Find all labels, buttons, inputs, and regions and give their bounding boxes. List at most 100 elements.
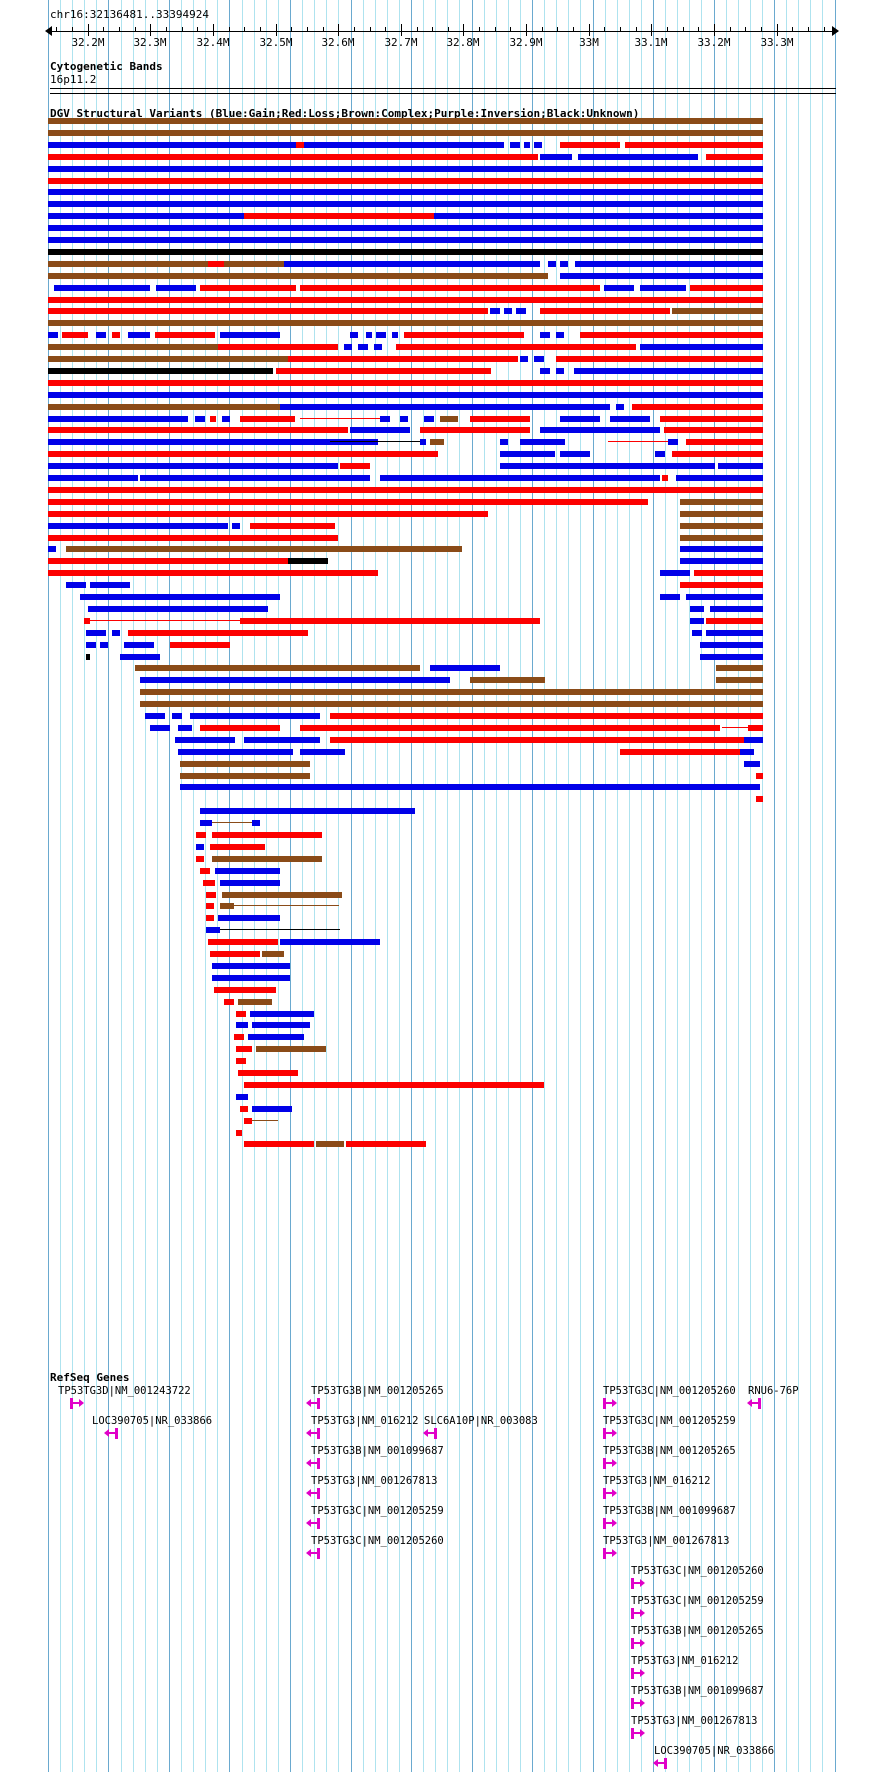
variant-segment[interactable] bbox=[66, 582, 86, 589]
variant-row[interactable] bbox=[0, 308, 890, 315]
variant-row[interactable] bbox=[0, 118, 890, 124]
variant-segment[interactable] bbox=[48, 391, 763, 398]
cytoband-band-label[interactable]: 16p11.2 bbox=[50, 73, 97, 86]
variant-segment[interactable] bbox=[520, 356, 528, 362]
variant-segment[interactable] bbox=[48, 486, 763, 493]
variant-segment[interactable] bbox=[420, 439, 426, 446]
variant-segment[interactable] bbox=[574, 367, 763, 374]
gene-label[interactable]: TP53TG3B|NM_001205265 bbox=[603, 1445, 736, 1457]
variant-segment[interactable] bbox=[206, 927, 220, 934]
variant-segment[interactable] bbox=[150, 724, 170, 731]
variant-row[interactable] bbox=[0, 891, 890, 898]
variant-segment[interactable] bbox=[48, 522, 228, 529]
variant-row[interactable] bbox=[0, 986, 890, 993]
variant-segment[interactable] bbox=[86, 653, 90, 660]
variant-segment[interactable] bbox=[262, 951, 284, 957]
variant-segment[interactable] bbox=[236, 1058, 246, 1065]
variant-segment[interactable] bbox=[48, 213, 244, 220]
variant-segment[interactable] bbox=[220, 332, 280, 339]
variant-row[interactable] bbox=[0, 617, 890, 624]
variant-segment[interactable] bbox=[400, 415, 408, 422]
variant-row[interactable] bbox=[0, 451, 890, 458]
variant-row[interactable] bbox=[0, 415, 890, 422]
gene-label[interactable]: TP53TG3C|NM_001205259 bbox=[631, 1595, 764, 1607]
gene-arrow-right-icon[interactable] bbox=[603, 1458, 619, 1469]
variant-segment[interactable] bbox=[236, 1093, 248, 1100]
variant-segment[interactable] bbox=[672, 308, 763, 315]
variant-segment[interactable] bbox=[48, 177, 763, 184]
variant-segment[interactable] bbox=[86, 629, 106, 636]
variant-segment[interactable] bbox=[214, 986, 276, 993]
gene-label[interactable]: TP53TG3C|NM_001205259 bbox=[311, 1505, 444, 1517]
variant-segment[interactable] bbox=[48, 141, 296, 148]
gene-arrow-left-icon[interactable] bbox=[304, 1548, 320, 1559]
variant-segment[interactable] bbox=[124, 641, 154, 648]
variant-row[interactable] bbox=[0, 903, 890, 910]
variant-segment[interactable] bbox=[218, 344, 338, 351]
variant-segment[interactable] bbox=[312, 546, 462, 553]
variant-segment[interactable] bbox=[88, 605, 268, 612]
variant-row[interactable] bbox=[0, 1141, 890, 1148]
variant-segment[interactable] bbox=[662, 475, 668, 481]
variant-segment[interactable] bbox=[680, 558, 763, 565]
gene-arrow-left-icon[interactable] bbox=[304, 1488, 320, 1499]
variant-row[interactable] bbox=[0, 486, 890, 493]
variant-row[interactable] bbox=[0, 951, 890, 957]
variant-segment[interactable] bbox=[500, 463, 715, 470]
gene-arrow-right-icon[interactable] bbox=[603, 1518, 619, 1529]
variant-row[interactable] bbox=[0, 498, 890, 505]
variant-segment[interactable] bbox=[380, 415, 390, 422]
variant-row[interactable] bbox=[0, 594, 890, 600]
variant-segment[interactable] bbox=[560, 272, 763, 279]
variant-segment[interactable] bbox=[206, 891, 216, 898]
variant-segment[interactable] bbox=[556, 367, 564, 374]
variant-segment[interactable] bbox=[680, 534, 763, 541]
variant-segment[interactable] bbox=[220, 879, 280, 886]
variant-segment[interactable] bbox=[300, 284, 600, 291]
variant-segment[interactable] bbox=[252, 1022, 310, 1029]
variant-segment[interactable] bbox=[578, 153, 698, 160]
variant-segment[interactable] bbox=[200, 867, 210, 874]
variant-segment[interactable] bbox=[376, 332, 386, 339]
variant-segment[interactable] bbox=[608, 441, 668, 443]
variant-row[interactable] bbox=[0, 1046, 890, 1053]
variant-segment[interactable] bbox=[90, 582, 130, 589]
variant-segment[interactable] bbox=[374, 344, 382, 351]
variant-segment[interactable] bbox=[48, 153, 538, 160]
variant-segment[interactable] bbox=[540, 153, 572, 160]
variant-segment[interactable] bbox=[210, 843, 265, 850]
variant-segment[interactable] bbox=[718, 463, 763, 470]
variant-segment[interactable] bbox=[200, 808, 415, 815]
variant-segment[interactable] bbox=[366, 332, 372, 339]
variant-segment[interactable] bbox=[48, 260, 208, 267]
gene-arrow-left-icon[interactable] bbox=[304, 1518, 320, 1529]
variant-segment[interactable] bbox=[203, 879, 215, 886]
refseq-gene-track[interactable]: TP53TG3D|NM_001243722 LOC390705|NR_033866… bbox=[0, 1385, 890, 1772]
variant-segment[interactable] bbox=[48, 248, 763, 255]
variant-row[interactable] bbox=[0, 427, 890, 434]
gene-label[interactable]: TP53TG3|NM_001267813 bbox=[603, 1535, 730, 1547]
variant-segment[interactable] bbox=[280, 403, 610, 410]
gene-arrow-right-icon[interactable] bbox=[631, 1698, 647, 1709]
variant-row[interactable] bbox=[0, 855, 890, 862]
gene-label[interactable]: TP53TG3|NM_016212 bbox=[311, 1415, 419, 1427]
variant-segment[interactable] bbox=[240, 415, 295, 422]
variant-segment[interactable] bbox=[100, 641, 108, 648]
variant-segment[interactable] bbox=[232, 522, 240, 529]
variant-segment[interactable] bbox=[470, 677, 545, 684]
variant-segment[interactable] bbox=[344, 344, 352, 351]
variant-row[interactable] bbox=[0, 641, 890, 648]
variant-segment[interactable] bbox=[244, 1081, 544, 1088]
variant-segment[interactable] bbox=[244, 213, 434, 220]
gene-arrow-right-icon[interactable] bbox=[631, 1668, 647, 1679]
variant-row[interactable] bbox=[0, 927, 890, 934]
variant-segment[interactable] bbox=[748, 724, 763, 731]
variant-row[interactable] bbox=[0, 213, 890, 220]
variant-segment[interactable] bbox=[510, 141, 520, 148]
variant-segment[interactable] bbox=[248, 1034, 304, 1041]
variant-segment[interactable] bbox=[300, 724, 720, 731]
variant-row[interactable] bbox=[0, 356, 890, 362]
variant-segment[interactable] bbox=[490, 308, 500, 315]
variant-segment[interactable] bbox=[54, 284, 150, 291]
variant-row[interactable] bbox=[0, 1105, 890, 1112]
